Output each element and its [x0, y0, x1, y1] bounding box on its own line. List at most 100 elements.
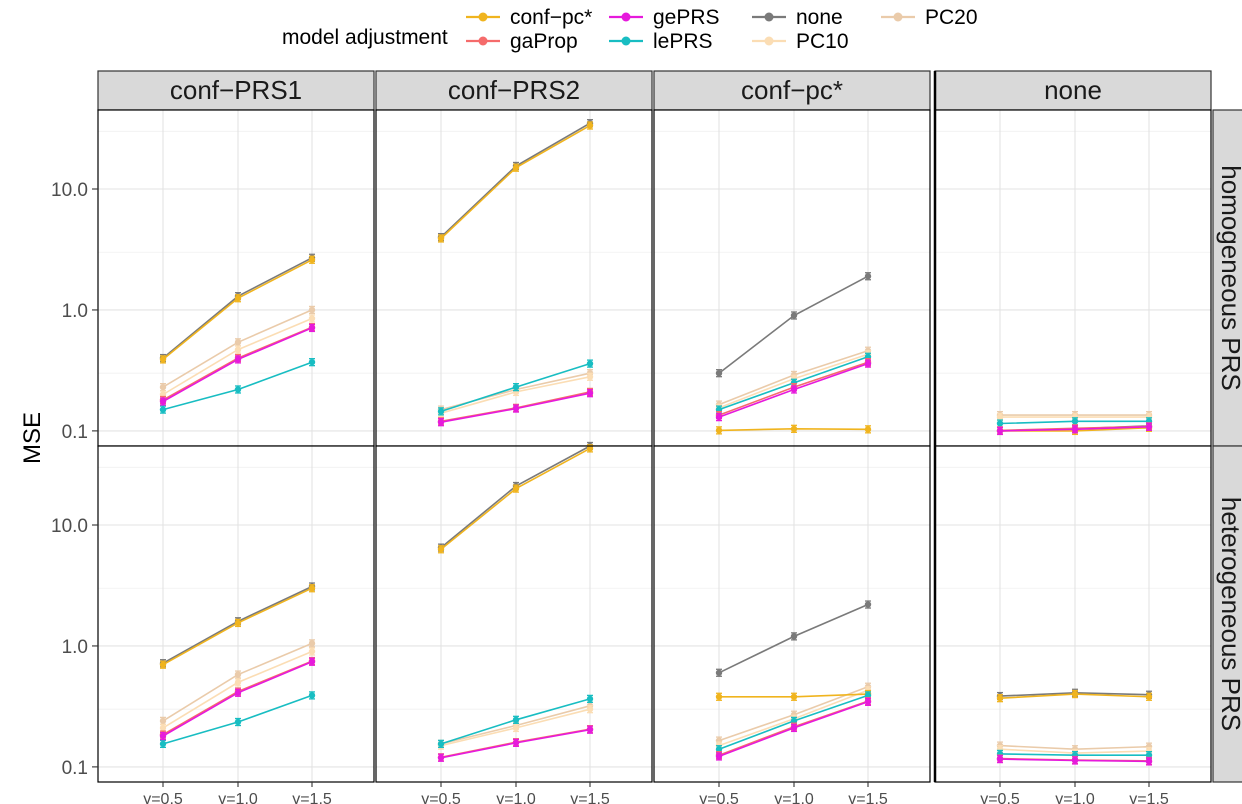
- data-point: [308, 585, 316, 592]
- legend-title: model adjustment: [282, 26, 448, 49]
- facet-panels: conf−PRS1 conf−PRS2 conf−pc* none homogeneou…: [97, 70, 1242, 783]
- legend-label: gePRS: [653, 6, 720, 29]
- data-point: [996, 413, 1004, 421]
- legend-label: conf−pc*: [510, 6, 592, 29]
- panel-background: [935, 446, 1211, 782]
- data-point: [308, 256, 316, 263]
- panel-heterogeneous-prs-conf-prs1: [97, 445, 375, 783]
- panel-background: [935, 110, 1211, 446]
- data-point: [159, 717, 167, 725]
- series-geprs: [437, 389, 594, 427]
- data-point: [996, 427, 1004, 435]
- data-point: [586, 122, 594, 129]
- data-point: [586, 360, 594, 367]
- strip-background: [1212, 109, 1242, 447]
- legend-item-conf-pc: conf−pc*: [466, 6, 592, 29]
- data-point: [790, 379, 798, 386]
- data-point: [159, 383, 167, 391]
- data-point: [234, 689, 242, 696]
- data-point: [1071, 757, 1079, 764]
- panel-background: [98, 110, 374, 446]
- data-point: [715, 753, 723, 760]
- series-geprs: [159, 323, 316, 406]
- data-point: [790, 693, 798, 700]
- row-strip-heterogeneous-prs: heterogeneous PRS: [1212, 445, 1242, 783]
- strip-label: conf−PRS2: [448, 75, 580, 105]
- data-point: [234, 356, 242, 363]
- data-point: [159, 661, 167, 668]
- x-tick-label: γ=1.5: [292, 791, 332, 804]
- strip-label: conf−PRS1: [170, 75, 302, 105]
- column-strip-conf-prs1: conf−PRS1: [97, 70, 375, 111]
- strip-label: none: [1044, 75, 1102, 105]
- y-tick-label: 0.1: [62, 758, 88, 779]
- series-geprs: [437, 725, 594, 762]
- y-axis-title: MSE: [19, 412, 46, 464]
- y-tick-label: 10.0: [51, 180, 88, 201]
- x-tick-label: γ=1.5: [848, 791, 888, 804]
- series-geprs: [996, 754, 1153, 766]
- panel-homogeneous-prs-conf-pc: [653, 109, 931, 447]
- data-point: [715, 669, 723, 676]
- legend-item-pc20: PC20: [881, 6, 978, 29]
- x-tick-label: γ=1.0: [218, 791, 258, 804]
- series-conf-pc: [437, 121, 594, 243]
- panel-homogeneous-prs-none: [934, 109, 1212, 447]
- data-point: [864, 273, 872, 280]
- data-point: [512, 164, 520, 171]
- panel-background: [654, 110, 930, 446]
- x-tick-label: γ=1.0: [496, 791, 536, 804]
- legend-marker: [893, 12, 903, 22]
- data-point: [864, 698, 872, 706]
- data-point: [1071, 426, 1079, 433]
- series-conf-pc: [159, 255, 316, 364]
- strip-background: [1212, 445, 1242, 783]
- series-leprs: [437, 359, 594, 416]
- x-axis: γ=0.5 γ=1.0 γ=1.5 γ=0.5 γ=1.0 γ=1.5 γ=0.5 γ=1.0…: [143, 782, 1169, 804]
- legend-marker: [478, 36, 488, 46]
- data-point: [308, 358, 316, 366]
- series-conf-pc: [437, 444, 594, 554]
- x-tick-label: γ=0.5: [980, 791, 1020, 804]
- data-point: [512, 383, 520, 391]
- data-point: [159, 406, 167, 413]
- legend-marker: [621, 36, 631, 46]
- legend-marker: [478, 12, 488, 22]
- data-point: [308, 640, 316, 647]
- panel-border: [653, 445, 931, 783]
- data-point: [1145, 693, 1153, 700]
- strip-label: heterogeneous PRS: [1216, 497, 1242, 731]
- legend-label: gaProp: [510, 30, 578, 53]
- data-point: [512, 485, 520, 492]
- data-point: [790, 717, 798, 725]
- y-tick-label: 10.0: [51, 516, 88, 537]
- data-point: [159, 732, 167, 740]
- column-strip-none: none: [934, 70, 1212, 111]
- x-tick-label: γ=0.5: [699, 791, 739, 804]
- legend-label: lePRS: [653, 30, 713, 53]
- legend-label: none: [796, 6, 843, 29]
- data-point: [159, 398, 167, 405]
- legend-label: PC20: [925, 6, 978, 29]
- panel-border: [375, 445, 653, 783]
- y-axis: 0.1 1.0 10.0 0.1 1.0 10.0: [51, 180, 98, 779]
- data-point: [234, 386, 242, 393]
- data-point: [159, 740, 167, 748]
- data-point: [715, 369, 723, 377]
- series-none: [715, 272, 872, 378]
- data-point: [437, 546, 445, 553]
- data-point: [996, 755, 1004, 763]
- legend-marker: [621, 12, 631, 22]
- x-tick-label: γ=0.5: [421, 791, 461, 804]
- x-tick-label: γ=1.5: [570, 791, 610, 804]
- y-tick-label: 1.0: [62, 301, 88, 322]
- data-point: [996, 694, 1004, 702]
- series-conf-pc: [715, 424, 872, 435]
- legend-marker: [764, 12, 774, 22]
- series-pc10: [159, 647, 316, 733]
- series-geprs: [715, 697, 872, 761]
- data-point: [437, 754, 445, 761]
- data-point: [996, 420, 1004, 427]
- data-point: [1145, 758, 1153, 765]
- series-pc20: [159, 305, 316, 392]
